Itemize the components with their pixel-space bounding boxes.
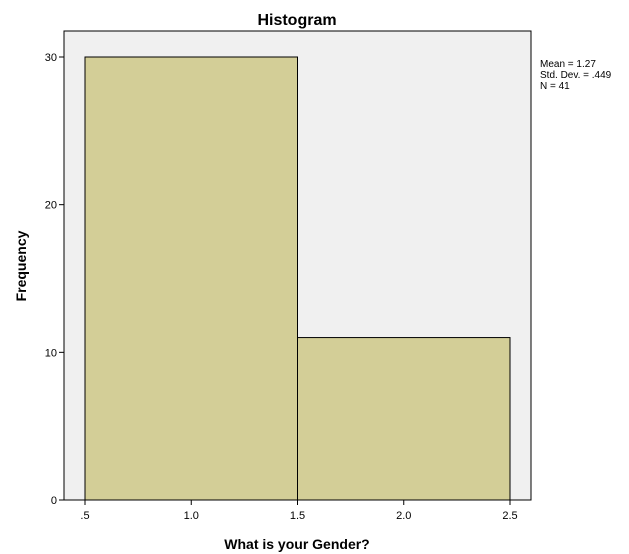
x-tick-label: 2.0 [396, 510, 411, 522]
x-axis-label: What is your Gender? [224, 536, 369, 552]
y-axis: 0 10 20 30 [45, 52, 64, 507]
x-tick-label: 2.5 [502, 510, 517, 522]
histogram-bars [84, 56, 511, 501]
histogram-bar [297, 337, 511, 501]
y-tick-label: 30 [45, 52, 57, 64]
x-tick-label: .5 [80, 510, 89, 522]
stat-line: N = 41 [540, 81, 570, 92]
y-tick-label: 10 [45, 347, 57, 359]
y-axis-label: Frequency [13, 230, 29, 301]
x-tick-label: 1.5 [290, 510, 305, 522]
histogram-bar [84, 56, 298, 501]
x-tick-label: 1.0 [184, 510, 199, 522]
y-tick-label: 0 [51, 495, 57, 507]
stat-line: Std. Dev. = .449 [540, 70, 612, 81]
y-tick-label: 20 [45, 200, 57, 212]
chart-title: Histogram [257, 12, 336, 29]
x-axis: .5 1.0 1.5 2.0 2.5 [80, 500, 518, 522]
stat-line: Mean = 1.27 [540, 59, 596, 70]
